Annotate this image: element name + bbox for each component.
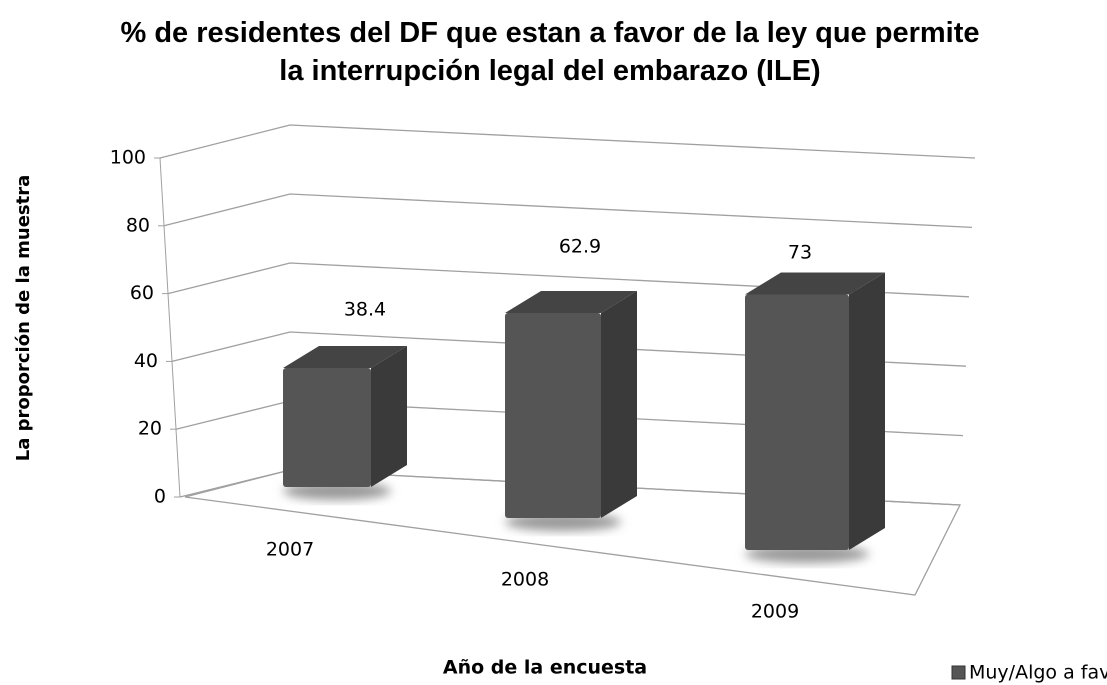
y-tick-label: 40	[134, 350, 158, 372]
grid-line	[171, 331, 967, 367]
data-label: 62.9	[559, 236, 601, 258]
y-tick-label: 100	[110, 147, 146, 169]
y-axis-label: La proporción de la muestra	[13, 175, 34, 462]
x-tick-label: 2009	[751, 601, 799, 623]
y-tick-label: 80	[126, 214, 150, 236]
y-tick-label: 60	[130, 282, 154, 304]
x-tick-label: 2007	[266, 539, 314, 561]
data-label: 73	[788, 242, 812, 264]
bar-side	[371, 345, 407, 487]
x-axis-label: Año de la encuesta	[443, 657, 647, 679]
bar-top	[745, 272, 885, 295]
x-tick-label: 2008	[501, 569, 549, 591]
grid-line	[163, 193, 973, 229]
bar-top	[283, 345, 407, 368]
bar	[283, 367, 371, 487]
bar-top	[505, 290, 637, 313]
legend-swatch	[951, 665, 966, 680]
y-tick-label: 0	[154, 486, 166, 508]
y-tick-label: 20	[138, 418, 162, 440]
chart-title: % de residentes del DF que estan a favor…	[120, 17, 980, 87]
bar	[745, 294, 849, 550]
bar-side	[601, 290, 637, 518]
data-label: 38.4	[344, 299, 386, 321]
grid-line	[159, 124, 976, 159]
bar-side	[849, 272, 885, 550]
y-axis	[159, 157, 181, 498]
legend-label: Muy/Algo a favor	[969, 662, 1107, 684]
grid-line	[167, 262, 970, 298]
bar	[505, 312, 601, 518]
